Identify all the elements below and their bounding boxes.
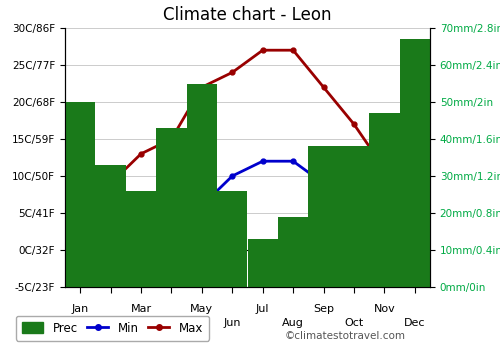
Bar [126,191,156,287]
Text: Oct: Oct [344,317,364,328]
Bar [156,128,186,287]
Bar [400,39,430,287]
Legend: Prec, Min, Max: Prec, Min, Max [16,316,209,341]
Text: ©climatestotravel.com: ©climatestotravel.com [285,331,406,341]
Text: May: May [190,304,214,314]
Bar [369,113,400,287]
Text: Dec: Dec [404,317,425,328]
Text: Nov: Nov [374,304,395,314]
Bar [65,102,96,287]
Text: Sep: Sep [313,304,334,314]
Bar [248,239,278,287]
Title: Climate chart - Leon: Climate chart - Leon [163,6,332,24]
Text: Jan: Jan [72,304,89,314]
Bar [278,217,308,287]
Bar [217,191,248,287]
Text: Aug: Aug [282,317,304,328]
Bar [96,165,126,287]
Text: Apr: Apr [162,317,181,328]
Text: Jun: Jun [224,317,241,328]
Text: Jul: Jul [256,304,270,314]
Text: Mar: Mar [130,304,152,314]
Bar [308,146,339,287]
Text: Feb: Feb [101,317,120,328]
Bar [338,146,369,287]
Bar [186,84,217,287]
